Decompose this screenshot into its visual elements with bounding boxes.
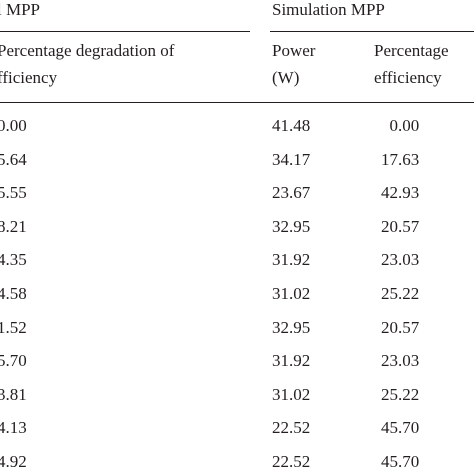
cell-pct-efficiency: 23.03 xyxy=(381,250,420,269)
group-header-simulation: Simulation MPP xyxy=(272,0,385,19)
cell-pct-efficiency: 42.93 xyxy=(381,183,420,202)
cell-pct-efficiency: 17.63 xyxy=(381,150,420,169)
header-rule xyxy=(0,102,474,103)
cell-left-pct: 4.92 xyxy=(0,452,27,471)
column-header-pct-line1: Percentage xyxy=(374,41,449,60)
column-header-left-line1: Percentage degradation of xyxy=(0,41,175,60)
cell-power: 31.92 xyxy=(272,250,311,269)
cell-left-pct: 8.21 xyxy=(0,217,27,236)
cell-pct-efficiency: 20.57 xyxy=(381,217,420,236)
cell-pct-efficiency: 20.57 xyxy=(381,318,420,337)
cell-pct-efficiency: 0.00 xyxy=(381,116,420,135)
column-header-power-line1: Power xyxy=(272,41,316,60)
group-header-left: l MPP xyxy=(0,0,40,19)
cell-left-pct: 3.81 xyxy=(0,385,27,404)
cell-pct-efficiency: 45.70 xyxy=(381,452,420,471)
cell-left-pct: 0.00 xyxy=(0,116,27,135)
cell-pct-efficiency: 45.70 xyxy=(381,418,420,437)
cell-left-pct: 1.52 xyxy=(0,318,27,337)
cell-power: 23.67 xyxy=(272,183,311,202)
group-rule-right xyxy=(270,31,474,32)
cell-power: 31.92 xyxy=(272,351,311,370)
cell-power: 22.52 xyxy=(272,452,311,471)
cell-left-pct: 5.64 xyxy=(0,150,27,169)
cell-power: 31.02 xyxy=(272,385,311,404)
cell-left-pct: 4.35 xyxy=(0,250,27,269)
cell-pct-efficiency: 23.03 xyxy=(381,351,420,370)
cell-left-pct: 4.13 xyxy=(0,418,27,437)
cell-left-pct: 4.58 xyxy=(0,284,27,303)
group-rule-left xyxy=(0,31,250,32)
cell-power: 32.95 xyxy=(272,217,311,236)
cell-power: 34.17 xyxy=(272,150,311,169)
cell-pct-efficiency: 25.22 xyxy=(381,284,420,303)
column-header-pct-line2: efficiency xyxy=(374,68,442,87)
cell-power: 31.02 xyxy=(272,284,311,303)
cell-left-pct: 5.70 xyxy=(0,351,27,370)
cell-power: 22.52 xyxy=(272,418,311,437)
column-header-left-line2: fficiency xyxy=(0,68,58,87)
cell-power: 41.48 xyxy=(272,116,311,135)
cell-pct-efficiency: 25.22 xyxy=(381,385,420,404)
column-header-power-line2: (W) xyxy=(272,68,300,87)
cell-power: 32.95 xyxy=(272,318,311,337)
cell-left-pct: 5.55 xyxy=(0,183,27,202)
